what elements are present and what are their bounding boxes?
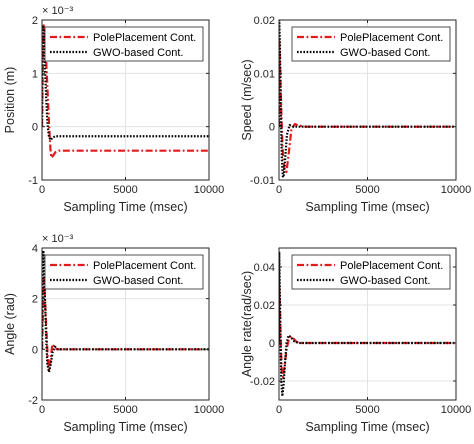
x-tick-label: 10000 xyxy=(194,404,225,416)
y-tick-label: 1 xyxy=(32,68,38,80)
y-tick-label: -0.02 xyxy=(250,376,275,388)
series-line-gwo xyxy=(279,250,456,398)
series-line-gwo xyxy=(42,249,209,374)
x-tick-label: 10000 xyxy=(441,184,472,196)
x-tick-label: 10000 xyxy=(194,184,225,196)
x-tick-label: 0 xyxy=(276,404,282,416)
legend-entry: PolePlacement Cont. xyxy=(340,260,443,272)
y-tick-label: 2 xyxy=(32,294,38,306)
x-axis-title: Sampling Time (msec) xyxy=(305,200,429,214)
y-tick-label: 0.01 xyxy=(254,68,275,80)
legend-entry: GWO-based Cont. xyxy=(340,275,430,287)
y-tick-label: -2 xyxy=(28,395,38,407)
x-tick-label: 5000 xyxy=(355,184,379,196)
x-axis-title: Sampling Time (msec) xyxy=(305,420,429,434)
x-axis-title: Sampling Time (msec) xyxy=(63,200,187,214)
y-axis-title: Angle rate(rad/sec) xyxy=(240,271,254,377)
x-axis-title: Sampling Time (msec) xyxy=(63,420,187,434)
x-tick-label: 10000 xyxy=(441,404,472,416)
y-tick-label: 4 xyxy=(32,243,38,255)
y-tick-label: 2 xyxy=(32,15,38,27)
y-axis-title: Position (m) xyxy=(3,67,17,134)
series-line-poleplacement xyxy=(279,40,456,174)
y-tick-label: -1 xyxy=(28,175,38,187)
y-tick-label: -0.01 xyxy=(250,175,275,187)
legend: PolePlacement Cont. GWO-based Cont. xyxy=(44,254,204,290)
legend-box xyxy=(291,26,451,62)
y-tick-label: 0 xyxy=(32,122,38,134)
y-axis-title: Angle (rad) xyxy=(3,293,17,355)
x-tick-label: 5000 xyxy=(113,404,137,416)
legend-entry: GWO-based Cont. xyxy=(93,47,183,59)
legend-entry: PolePlacement Cont. xyxy=(93,32,196,44)
legend-box xyxy=(291,254,451,290)
legend-box xyxy=(44,254,204,290)
legend-entry: PolePlacement Cont. xyxy=(340,32,443,44)
x-tick-label: 5000 xyxy=(355,404,379,416)
legend: PolePlacement Cont. GWO-based Cont. xyxy=(291,26,451,62)
y-axis-title: Speed (m/sec) xyxy=(240,59,254,140)
y-tick-label: 0.02 xyxy=(254,300,275,312)
legend-box xyxy=(44,26,204,62)
series-line-poleplacement xyxy=(42,277,209,371)
y-tick-label: 0.04 xyxy=(254,262,275,274)
y-tick-label: 0.02 xyxy=(254,15,275,27)
legend: PolePlacement Cont. GWO-based Cont. xyxy=(44,26,204,62)
x-tick-label: 0 xyxy=(39,184,45,196)
y-exponent-label: × 10⁻³ xyxy=(42,5,74,17)
series-line-gwo xyxy=(42,24,209,142)
legend-entry: GWO-based Cont. xyxy=(93,275,183,287)
y-exponent-label: × 10⁻³ xyxy=(42,233,74,245)
x-tick-label: 0 xyxy=(276,184,282,196)
y-tick-label: 0 xyxy=(32,344,38,356)
y-tick-label: 0 xyxy=(269,338,275,350)
series-line-gwo xyxy=(279,20,456,179)
x-tick-label: 0 xyxy=(39,404,45,416)
y-tick-label: 0 xyxy=(269,122,275,134)
x-tick-label: 5000 xyxy=(113,184,137,196)
legend: PolePlacement Cont. GWO-based Cont. xyxy=(291,254,451,290)
legend-entry: PolePlacement Cont. xyxy=(93,260,196,272)
legend-entry: GWO-based Cont. xyxy=(340,47,430,59)
chart-panel-4: 0 5000 10000 -0.02 0 0.02 0.04 Sampling Time (m… xyxy=(240,247,472,434)
